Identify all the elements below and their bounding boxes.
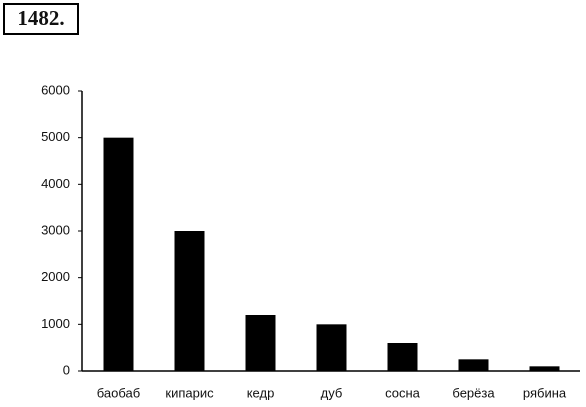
y-tick-label: 1000 [41, 316, 70, 331]
y-tick-label: 4000 [41, 176, 70, 191]
x-tick-label: дуб [321, 385, 343, 400]
y-tick-label: 0 [63, 362, 70, 377]
y-tick-label: 5000 [41, 129, 70, 144]
number-box [3, 3, 79, 35]
y-tick-label: 3000 [41, 222, 70, 237]
x-tick-label: рябина [523, 385, 567, 400]
bar [387, 343, 418, 371]
x-tick-label: кипарис [165, 385, 214, 400]
x-tick-label: кедр [247, 385, 275, 400]
bar [174, 231, 205, 371]
x-tick-label: берёза [452, 385, 495, 400]
bar [316, 324, 347, 371]
bar [245, 315, 276, 371]
problem-number: 1482. [17, 6, 64, 30]
y-tick-label: 6000 [41, 82, 70, 97]
x-tick-label: баобаб [97, 385, 140, 400]
x-tick-label: сосна [385, 385, 421, 400]
bar [458, 359, 489, 371]
bar [529, 366, 560, 371]
bar [103, 137, 134, 371]
y-tick-label: 2000 [41, 269, 70, 284]
